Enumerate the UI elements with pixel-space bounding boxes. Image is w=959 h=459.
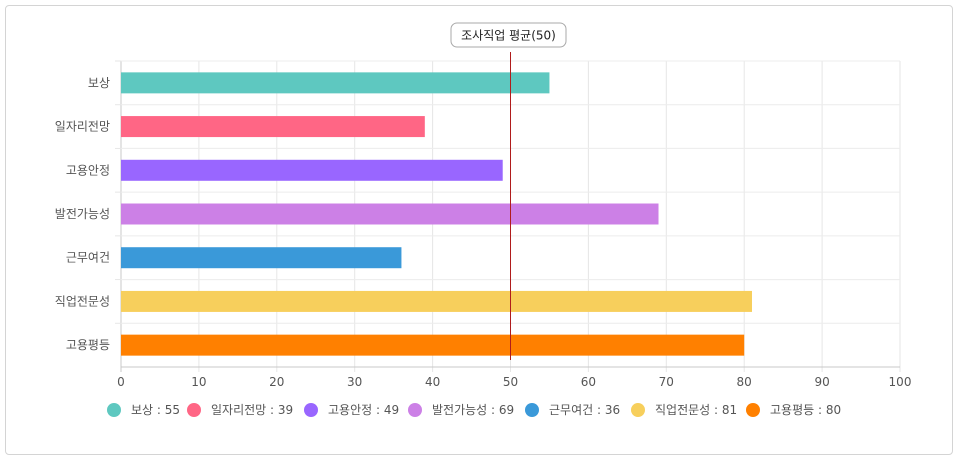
x-tick-label: 0 [117, 375, 125, 389]
legend-marker [525, 403, 539, 417]
average-label: 조사직업 평균(50) [461, 29, 556, 43]
x-tick-label: 10 [191, 375, 206, 389]
y-tick-label: 일자리전망 [55, 120, 110, 134]
legend-marker [304, 403, 318, 417]
x-tick-label: 30 [347, 375, 362, 389]
legend-label: 고용안정 : 49 [328, 403, 399, 417]
bar [121, 334, 745, 356]
x-tick-label: 60 [581, 375, 596, 389]
x-tick-label: 90 [814, 375, 829, 389]
y-tick-label: 고용안정 [66, 163, 110, 177]
bar [121, 203, 659, 225]
y-tick-label: 근무여건 [66, 251, 110, 265]
legend-label: 직업전문성 : 81 [655, 403, 737, 417]
bar [121, 116, 425, 138]
legend-label: 근무여건 : 36 [549, 403, 620, 417]
bar [121, 247, 402, 269]
legend-marker [187, 403, 201, 417]
bar [121, 159, 503, 181]
bar [121, 72, 550, 94]
bar [121, 290, 752, 312]
legend-marker [631, 403, 645, 417]
x-tick-label: 70 [659, 375, 674, 389]
legend-label: 고용평등 : 80 [770, 403, 841, 417]
legend-label: 일자리전망 : 39 [211, 403, 293, 417]
legend-marker [408, 403, 422, 417]
legend-label: 보상 : 55 [131, 403, 180, 417]
x-tick-label: 20 [269, 375, 284, 389]
x-tick-label: 40 [425, 375, 440, 389]
x-tick-label: 50 [503, 375, 518, 389]
y-tick-label: 고용평등 [66, 338, 110, 352]
y-tick-label: 발전가능성 [55, 207, 110, 221]
y-tick-label: 보상 [88, 76, 110, 90]
legend-marker [107, 403, 121, 417]
legend-label: 발전가능성 : 69 [432, 403, 514, 417]
y-tick-label: 직업전문성 [55, 294, 110, 308]
average-label-box [450, 22, 567, 48]
x-tick-label: 100 [889, 375, 912, 389]
legend-marker [746, 403, 760, 417]
x-tick-label: 80 [737, 375, 752, 389]
